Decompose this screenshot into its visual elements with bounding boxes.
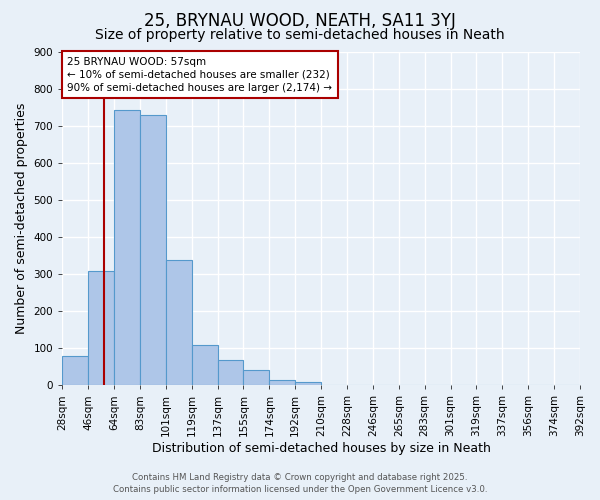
Bar <box>166 260 191 386</box>
Bar <box>244 370 269 386</box>
Bar <box>88 271 114 386</box>
X-axis label: Distribution of semi-detached houses by size in Neath: Distribution of semi-detached houses by … <box>152 442 491 455</box>
Y-axis label: Number of semi-detached properties: Number of semi-detached properties <box>15 102 28 334</box>
Text: Contains HM Land Registry data © Crown copyright and database right 2025.
Contai: Contains HM Land Registry data © Crown c… <box>113 472 487 494</box>
Text: 25, BRYNAU WOOD, NEATH, SA11 3YJ: 25, BRYNAU WOOD, NEATH, SA11 3YJ <box>144 12 456 30</box>
Bar <box>191 345 218 386</box>
Bar <box>218 360 244 386</box>
Bar <box>62 356 88 386</box>
Bar <box>295 382 321 386</box>
Bar <box>269 380 295 386</box>
Text: 25 BRYNAU WOOD: 57sqm
← 10% of semi-detached houses are smaller (232)
90% of sem: 25 BRYNAU WOOD: 57sqm ← 10% of semi-deta… <box>67 56 332 93</box>
Bar <box>114 110 140 386</box>
Bar <box>140 116 166 386</box>
Text: Size of property relative to semi-detached houses in Neath: Size of property relative to semi-detach… <box>95 28 505 42</box>
